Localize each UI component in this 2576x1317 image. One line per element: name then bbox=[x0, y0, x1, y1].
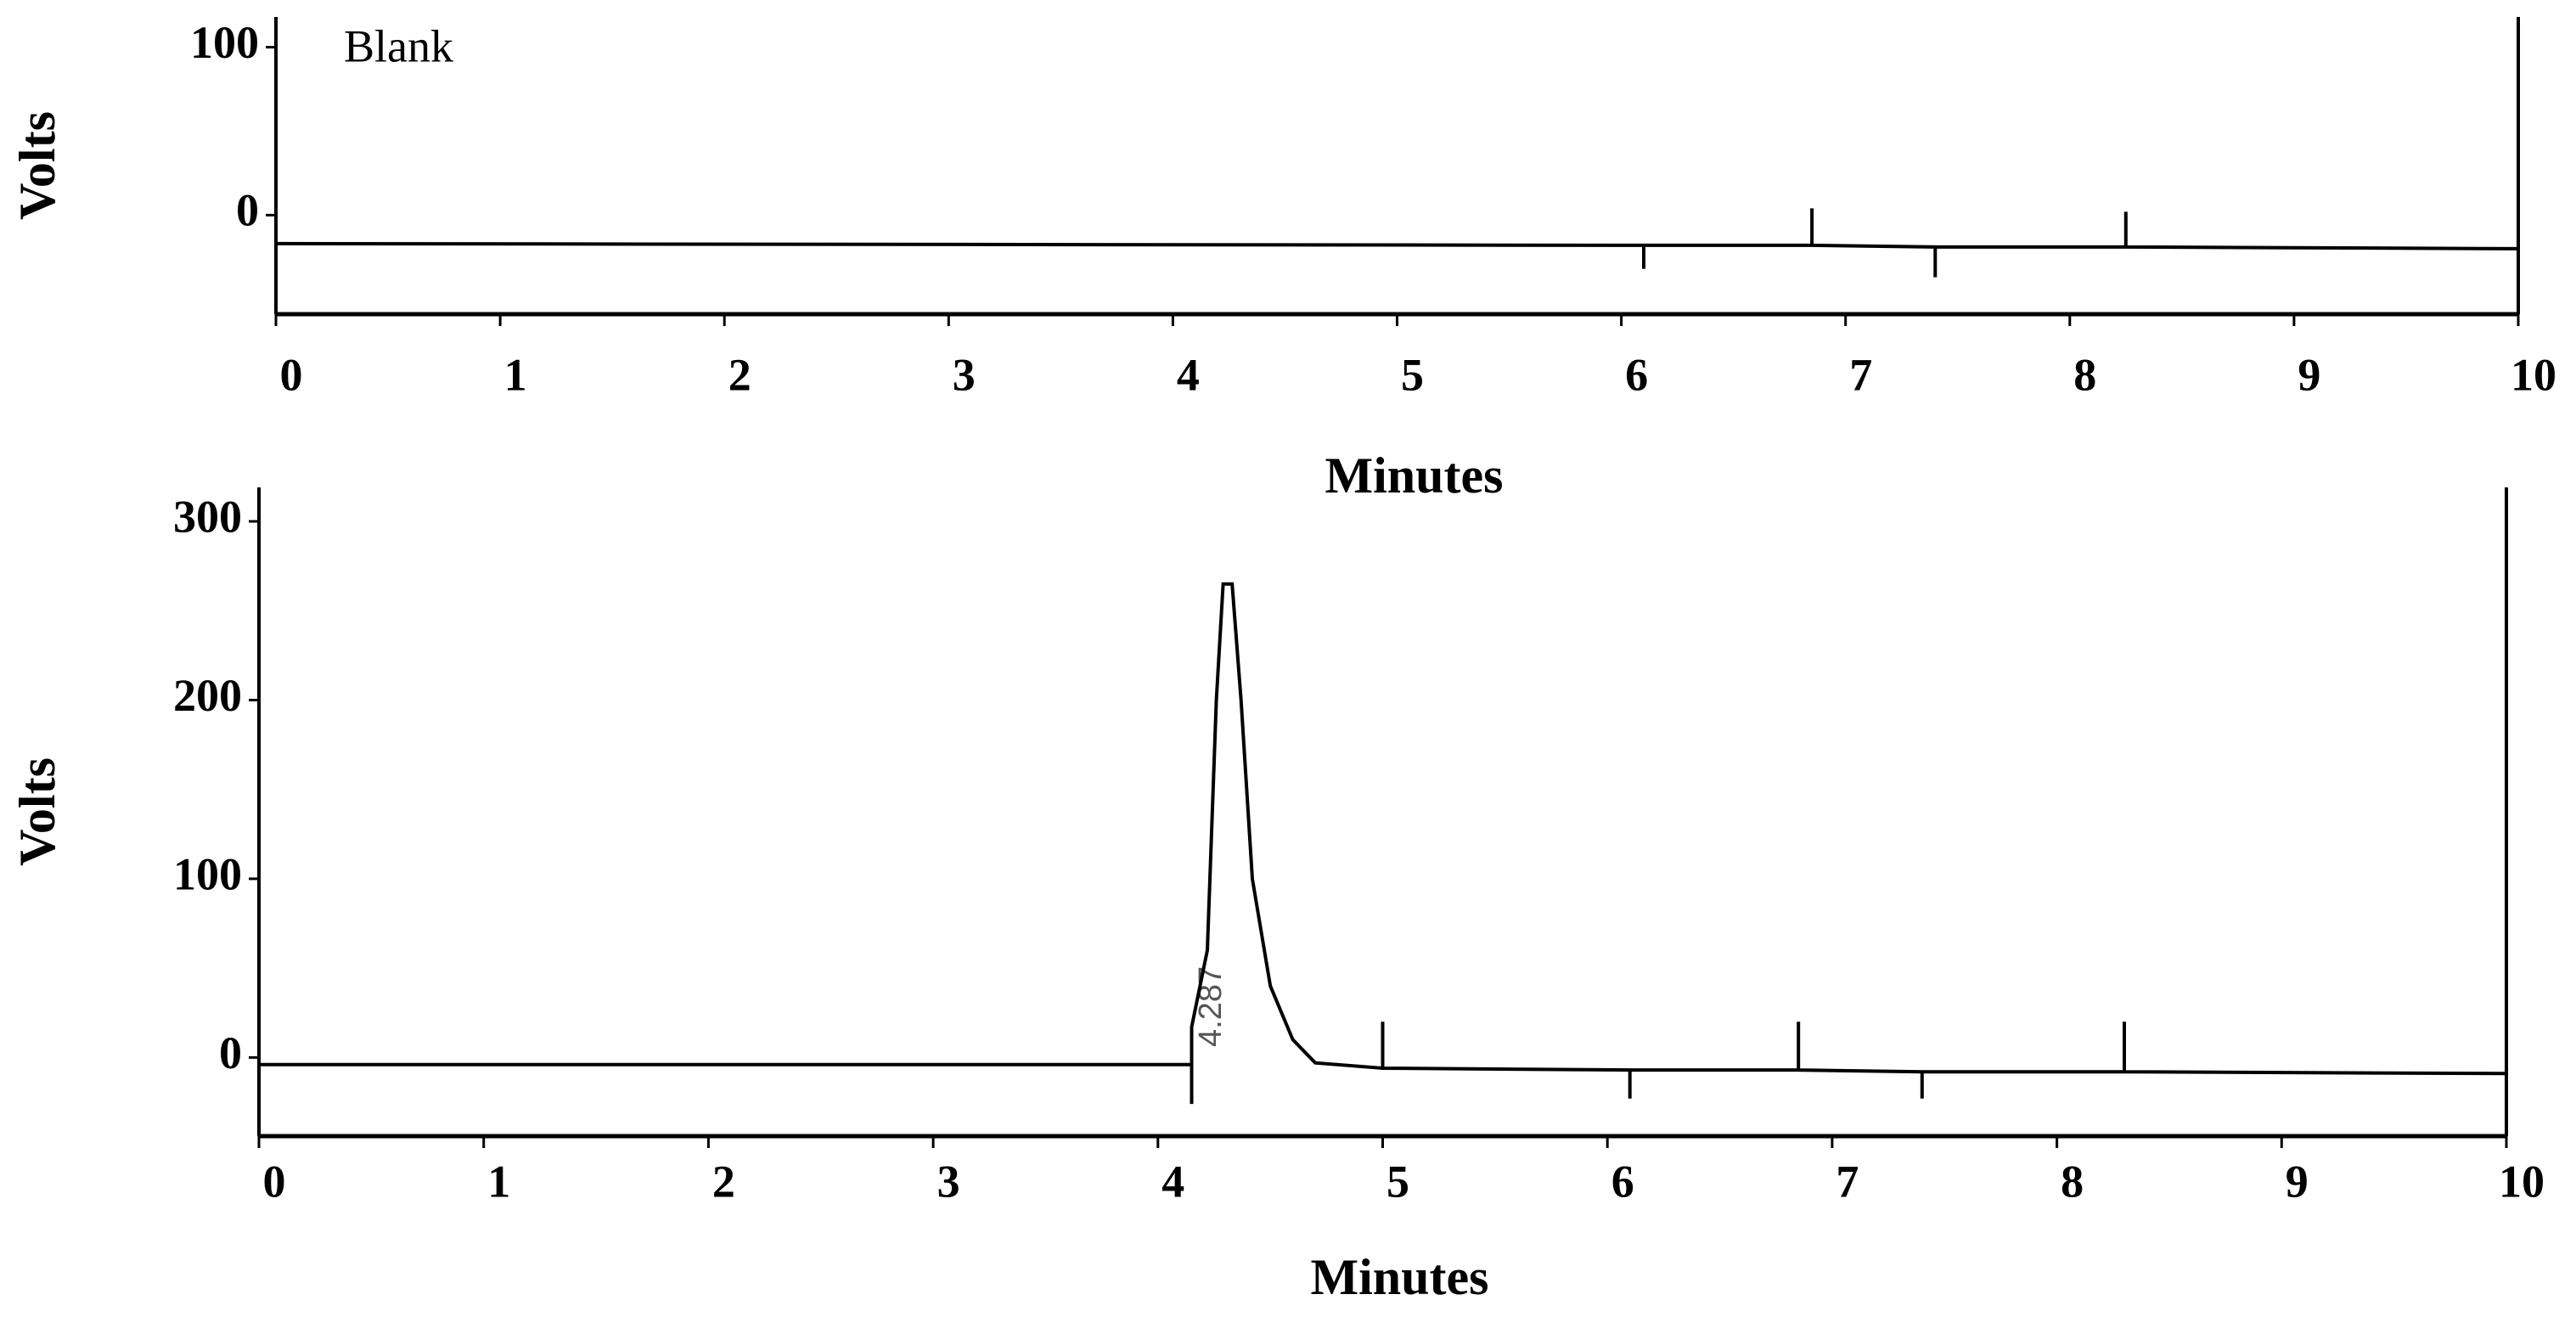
x-tick-label: 3 bbox=[953, 349, 976, 400]
x-tick-label: 2 bbox=[728, 349, 751, 400]
y-axis-title: Volts bbox=[9, 111, 65, 220]
x-tick-label: 2 bbox=[712, 1156, 735, 1207]
y-tick-label: 100 bbox=[173, 848, 242, 899]
x-tick-label: 6 bbox=[1611, 1156, 1634, 1207]
x-tick-label: 8 bbox=[2061, 1156, 2084, 1207]
x-tick-label: 9 bbox=[2298, 349, 2320, 400]
y-tick-label: 100 bbox=[190, 17, 259, 68]
x-tick-label: 8 bbox=[2073, 349, 2096, 400]
y-axis-title: Volts bbox=[9, 757, 65, 866]
x-tick-label: 1 bbox=[504, 349, 527, 400]
x-tick-label: 4 bbox=[1161, 1156, 1184, 1207]
x-tick-label: 10 bbox=[2511, 349, 2556, 400]
y-tick-label: 300 bbox=[173, 491, 242, 542]
panel-label: Blank bbox=[344, 20, 453, 71]
x-axis-title: Minutes bbox=[1325, 447, 1504, 504]
x-tick-label: 7 bbox=[1849, 349, 1872, 400]
x-tick-label: 6 bbox=[1625, 349, 1648, 400]
peak-label: 4.287 bbox=[1193, 966, 1229, 1047]
signal-trace bbox=[275, 208, 2519, 278]
x-axis-title: Minutes bbox=[1311, 1249, 1489, 1305]
x-tick-label: 0 bbox=[263, 1156, 286, 1207]
x-tick-label: 1 bbox=[487, 1156, 510, 1207]
x-tick-label: 9 bbox=[2286, 1156, 2309, 1207]
x-tick-label: 7 bbox=[1836, 1156, 1859, 1207]
x-tick-label: 10 bbox=[2499, 1156, 2545, 1207]
x-tick-label: 4 bbox=[1177, 349, 1200, 400]
y-tick-label: 0 bbox=[236, 185, 259, 236]
x-tick-label: 5 bbox=[1386, 1156, 1409, 1207]
x-tick-label: 5 bbox=[1401, 349, 1424, 400]
x-tick-label: 0 bbox=[280, 349, 303, 400]
signal-trace bbox=[259, 582, 2507, 1105]
y-tick-label: 0 bbox=[219, 1027, 242, 1078]
y-tick-label: 200 bbox=[173, 670, 242, 721]
x-tick-label: 3 bbox=[937, 1156, 960, 1207]
